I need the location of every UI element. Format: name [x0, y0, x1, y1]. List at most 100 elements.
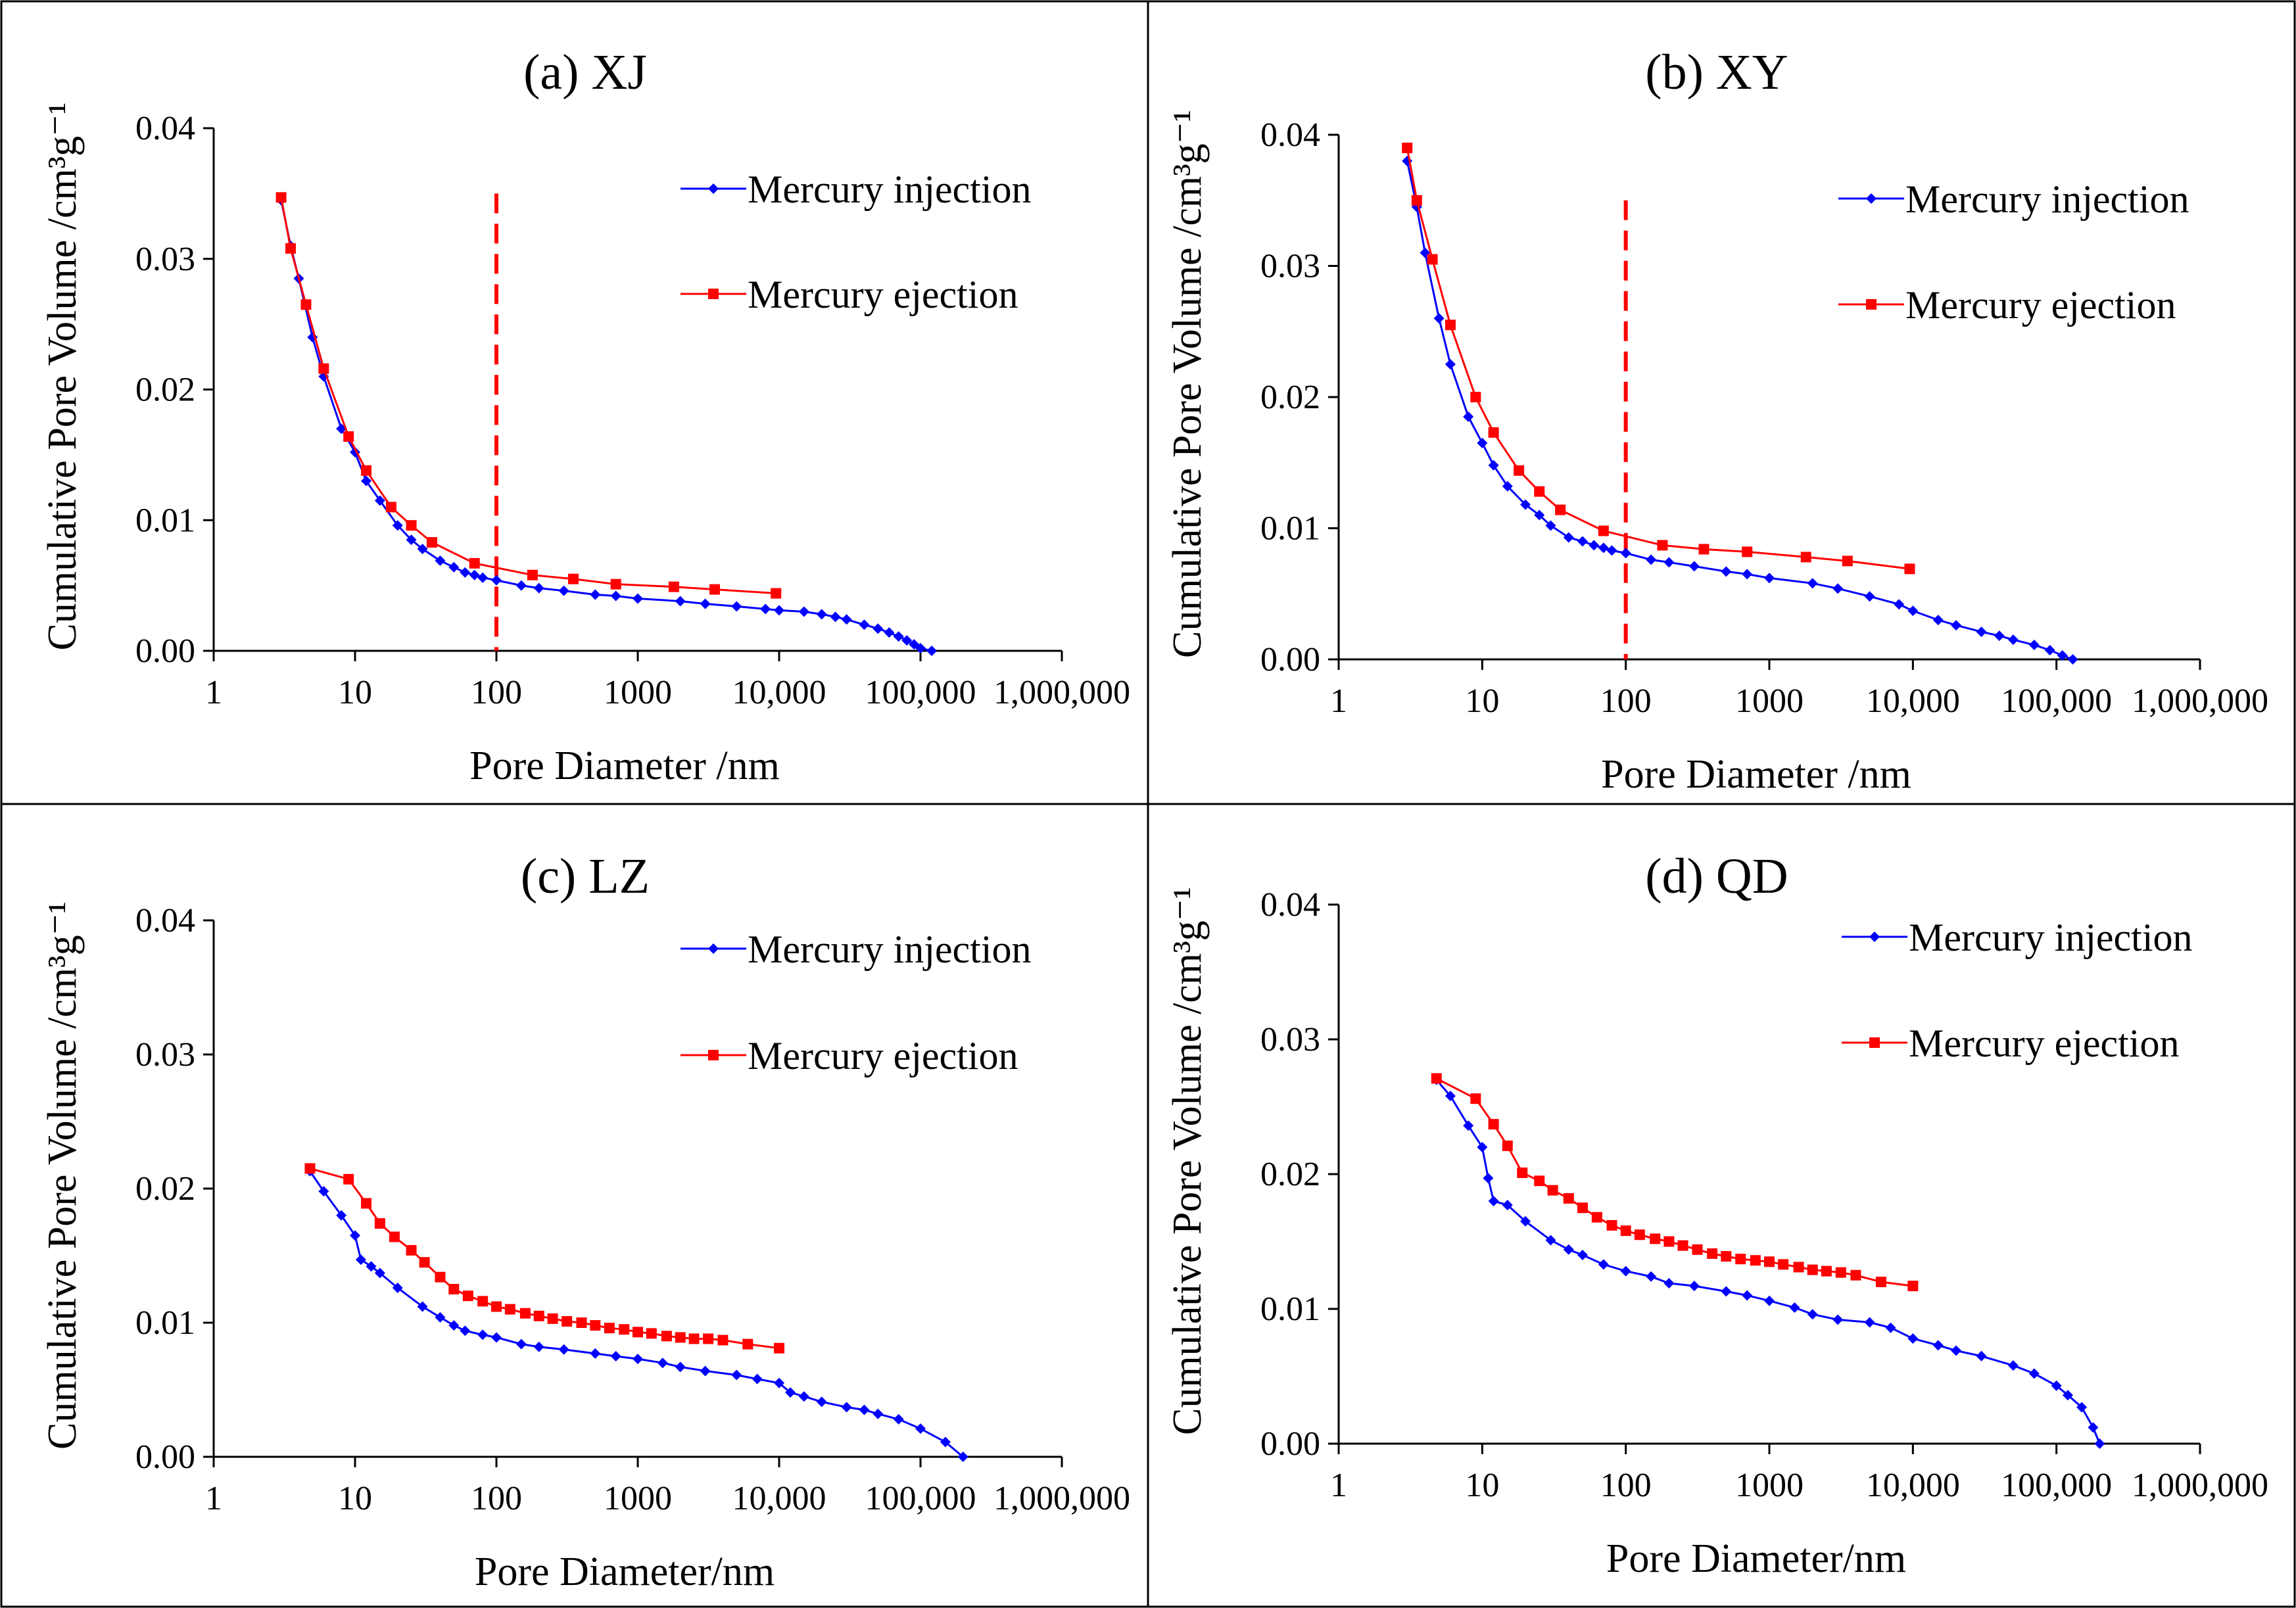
x-tick-label: 1,000,000: [993, 674, 1130, 711]
data-point: [1688, 561, 1700, 572]
data-point: [1589, 540, 1600, 551]
legend-item-ejection: Mercury ejection: [1842, 1022, 2179, 1065]
data-point: [1411, 195, 1422, 206]
data-point: [675, 596, 686, 607]
legend-item-ejection: Mercury ejection: [681, 1034, 1018, 1077]
data-point: [547, 1313, 558, 1324]
data-point: [318, 1186, 329, 1197]
data-point: [1427, 254, 1438, 265]
data-point: [688, 1333, 700, 1344]
data-point: [774, 1342, 784, 1354]
data-point: [435, 555, 446, 566]
data-point: [1778, 1259, 1789, 1270]
x-tick-label: 100,000: [865, 1480, 976, 1517]
data-point: [1692, 1244, 1703, 1255]
data-point: [1904, 563, 1915, 575]
data-point: [1563, 1244, 1574, 1255]
data-point: [1764, 1256, 1775, 1267]
data-point: [957, 1452, 969, 1462]
x-tick-label: 1: [205, 1480, 222, 1517]
data-point: [2062, 1390, 2073, 1401]
data-point: [731, 601, 742, 612]
chart-panel-1: (a) XJ 0.00 0.01 0.02 0.03 0.04 1 10 100 1000 10,0…: [40, 45, 1130, 788]
x-tick-label: 1,000,000: [2132, 1467, 2268, 1504]
legend-item-injection: Mercury injection: [681, 928, 1032, 971]
x-tick-label: 100: [471, 1480, 522, 1517]
data-point: [915, 643, 926, 654]
data-point: [1793, 1262, 1804, 1273]
y-tick-label: 0.02: [135, 371, 195, 409]
data-point: [798, 606, 809, 617]
x-tick-label: 100: [1600, 1467, 1652, 1504]
data-point: [392, 520, 403, 531]
series-mercury-injection: [304, 1166, 969, 1462]
legend-label: Mercury injection: [1905, 177, 2189, 221]
data-point: [709, 584, 720, 595]
data-point: [448, 561, 460, 573]
data-point: [350, 1230, 360, 1241]
data-point: [1598, 542, 1609, 554]
data-point: [633, 593, 643, 604]
data-point: [1563, 1193, 1574, 1204]
data-point: [300, 299, 312, 310]
chart-title: (c) LZ: [521, 849, 650, 904]
x-tick-label: 10,000: [1866, 1467, 1960, 1504]
series-mercury-ejection: [304, 1163, 784, 1354]
data-point: [830, 611, 841, 623]
data-point: [1502, 481, 1513, 492]
data-point: [374, 495, 385, 506]
chart-panel-3: (c) LZ 0.00 0.01 0.02 0.03 0.04 1 10 100 1000 10,0…: [40, 849, 1130, 1594]
data-point: [668, 581, 679, 592]
legend-item-injection: Mercury injection: [681, 168, 1032, 211]
data-point: [610, 579, 621, 590]
x-tick-label: 1: [205, 674, 222, 711]
data-point: [1721, 1286, 1732, 1297]
data-point: [1907, 605, 1919, 617]
series-mercury-injection: [1431, 1074, 2105, 1449]
data-point: [1445, 1091, 1456, 1102]
data-point: [1433, 313, 1445, 324]
x-tick-label: 1: [1330, 682, 1347, 720]
legend-item-ejection: Mercury ejection: [681, 273, 1018, 316]
data-point: [469, 557, 480, 569]
data-point: [1742, 1290, 1753, 1301]
data-point: [610, 590, 621, 602]
data-point: [1764, 1295, 1775, 1306]
data-point: [1563, 532, 1574, 543]
data-point: [1445, 319, 1456, 331]
data-point: [1742, 546, 1753, 557]
data-point: [1534, 1175, 1545, 1187]
data-point: [1800, 552, 1811, 563]
data-point: [1488, 1119, 1499, 1130]
data-point: [1463, 411, 1474, 422]
data-point: [366, 1261, 377, 1272]
data-point: [646, 1328, 657, 1339]
y-tick-label: 0.03: [1260, 248, 1320, 285]
data-point: [841, 614, 852, 625]
data-point: [1402, 142, 1413, 153]
data-point: [374, 1267, 385, 1279]
data-point: [1520, 1216, 1531, 1227]
data-point: [1764, 573, 1775, 584]
y-tick-label: 0.01: [1260, 1290, 1320, 1328]
data-point: [1445, 359, 1456, 370]
data-point: [610, 1351, 621, 1361]
data-point: [558, 1344, 569, 1355]
data-point: [1951, 620, 1962, 631]
data-point: [590, 1320, 601, 1331]
x-tick-label: 1000: [604, 674, 672, 711]
series-line: [1406, 147, 1910, 570]
chart-title: (b) XY: [1645, 45, 1788, 100]
data-point: [884, 627, 895, 638]
series-mercury-injection: [275, 195, 938, 656]
data-point: [343, 431, 354, 442]
data-point: [469, 569, 480, 580]
legend-marker: [708, 289, 719, 299]
data-point: [590, 589, 601, 600]
data-point: [515, 580, 527, 591]
data-point: [355, 1254, 366, 1265]
y-tick-label: 0.00: [1260, 641, 1320, 678]
data-point: [798, 1391, 809, 1402]
data-point: [1976, 1350, 1987, 1361]
